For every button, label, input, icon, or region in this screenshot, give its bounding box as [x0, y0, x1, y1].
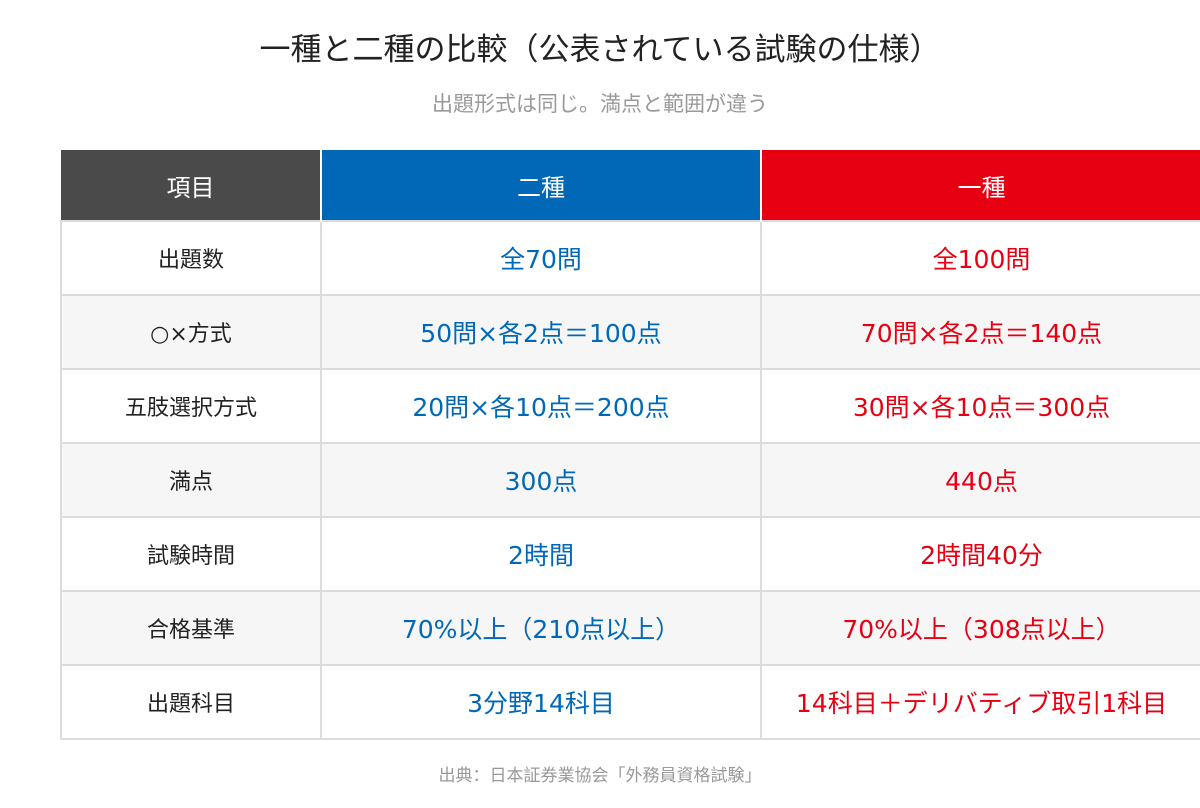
nishu-value: 20問×各10点＝200点	[320, 368, 762, 444]
nishu-value: 50問×各2点＝100点	[320, 294, 762, 370]
isshu-value: 30問×各10点＝300点	[760, 368, 1200, 444]
table-row: 五肢選択方式 20問×各10点＝200点 30問×各10点＝300点	[60, 368, 1200, 444]
isshu-value: 全100問	[760, 220, 1200, 296]
header-isshu: 一種	[761, 150, 1200, 221]
table-row: 試験時間 2時間 2時間40分	[60, 516, 1200, 592]
nishu-value: 70%以上（210点以上）	[320, 590, 762, 666]
nishu-value: 全70問	[320, 220, 762, 296]
isshu-value: 70%以上（308点以上）	[760, 590, 1200, 666]
table-header-row: 項目 二種 一種	[61, 150, 1200, 221]
row-label: 合格基準	[60, 590, 322, 666]
comparison-table: 項目 二種 一種 出題数 全70問 全100問 ○×方式 50問×各2点＝100…	[60, 150, 1200, 740]
row-label: ○×方式	[60, 294, 322, 370]
row-label: 出題科目	[60, 664, 322, 740]
table-row: 出題科目 3分野14科目 14科目＋デリバティブ取引1科目	[60, 664, 1200, 740]
table-row: 満点 300点 440点	[60, 442, 1200, 518]
table-row: 合格基準 70%以上（210点以上） 70%以上（308点以上）	[60, 590, 1200, 666]
page-title: 一種と二種の比較（公表されている試験の仕様）	[259, 32, 941, 68]
header-item: 項目	[61, 150, 322, 221]
isshu-value: 70問×各2点＝140点	[760, 294, 1200, 370]
table-row: 出題数 全70問 全100問	[60, 220, 1200, 296]
nishu-value: 3分野14科目	[320, 664, 762, 740]
row-label: 試験時間	[60, 516, 322, 592]
row-label: 満点	[60, 442, 322, 518]
isshu-value: 440点	[760, 442, 1200, 518]
table-row: ○×方式 50問×各2点＝100点 70問×各2点＝140点	[60, 294, 1200, 370]
row-label: 出題数	[60, 220, 322, 296]
nishu-value: 2時間	[320, 516, 762, 592]
row-label: 五肢選択方式	[60, 368, 322, 444]
isshu-value: 2時間40分	[760, 516, 1200, 592]
source-note: 出典：日本証券業協会「外務員資格試験」	[438, 766, 762, 786]
isshu-value: 14科目＋デリバティブ取引1科目	[760, 664, 1200, 740]
page-subtitle: 出題形式は同じ。満点と範囲が違う	[432, 92, 768, 116]
header-nishu: 二種	[321, 150, 762, 221]
nishu-value: 300点	[320, 442, 762, 518]
